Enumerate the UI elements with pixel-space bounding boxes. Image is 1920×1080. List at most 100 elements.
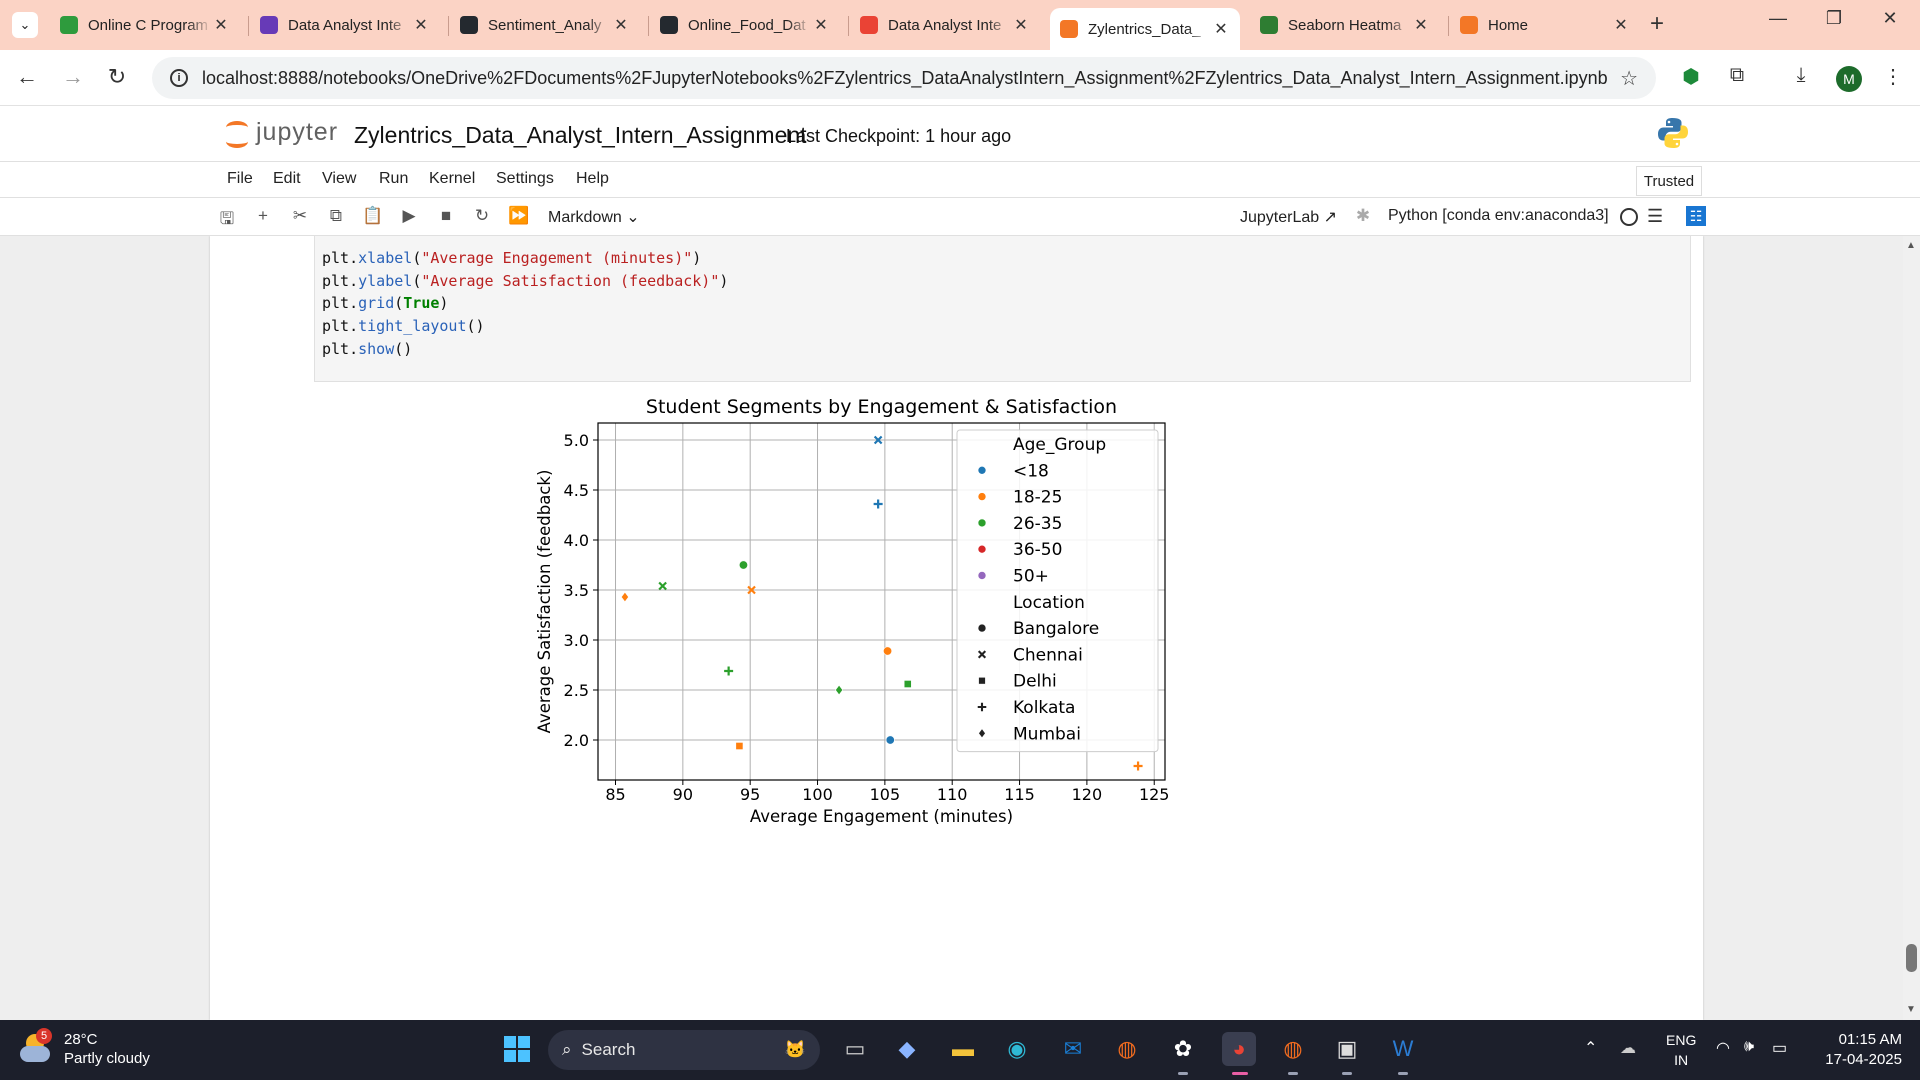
jupyter-logo[interactable]: jupyter — [224, 118, 338, 148]
forward-button[interactable]: → — [62, 64, 84, 89]
run-icon[interactable]: ▶ — [402, 206, 416, 225]
minimize-button[interactable]: — — [1769, 8, 1787, 28]
new-tab-button[interactable]: + — [1650, 10, 1665, 37]
tab-6[interactable]: Zylentrics_Data_ ✕ — [1050, 8, 1240, 50]
profile-avatar[interactable]: M — [1836, 66, 1862, 92]
onedrive-icon[interactable]: ☁ — [1620, 1040, 1636, 1057]
toc-menu-icon[interactable]: ☰ — [1647, 206, 1664, 226]
close-tab-icon[interactable]: ✕ — [1014, 17, 1028, 34]
reload-button[interactable]: ↻ — [107, 64, 127, 89]
tab-title: Online C Program — [88, 16, 209, 34]
paste-icon[interactable]: 📋 — [362, 206, 384, 225]
close-window-button[interactable]: ✕ — [1882, 8, 1898, 28]
legend-title-age-group: Age_Group — [1013, 435, 1106, 455]
add-cell-icon[interactable]: + — [258, 206, 268, 225]
tab-title: Data Analyst Inte — [888, 16, 1002, 34]
more-menu-icon[interactable]: ⋮ — [1883, 66, 1903, 88]
scrollbar-thumb[interactable] — [1906, 944, 1917, 972]
stop-icon[interactable]: ■ — [440, 206, 452, 225]
markdown-heading-partial: ▬▬ ▬▬▬▬▬ ▬▬▬▬▬▬▬▬▬▬▬ ▬ — [314, 1008, 874, 1020]
kernel-name[interactable]: Python [conda env:anaconda3] — [1388, 207, 1609, 224]
tray-overflow-icon[interactable]: ⌃ — [1584, 1040, 1598, 1057]
close-tab-icon[interactable]: ✕ — [1214, 21, 1228, 38]
menu-settings[interactable]: Settings — [496, 170, 554, 187]
tab-search-button[interactable]: ⌄ — [12, 12, 38, 38]
close-tab-icon[interactable]: ✕ — [214, 17, 228, 34]
chatgpt-icon[interactable]: ✿ — [1173, 1036, 1193, 1061]
chrome-icon[interactable]: ◕ — [1222, 1032, 1256, 1066]
tab-4[interactable]: Online_Food_Dat ✕ — [650, 8, 840, 42]
data-point — [885, 735, 895, 745]
language-indicator[interactable]: ENG IN — [1666, 1032, 1697, 1068]
word-icon[interactable]: W — [1392, 1036, 1414, 1061]
cell-type-select[interactable]: Markdown ⌄ — [548, 209, 640, 226]
scatter-chart: 85 90 95 100 105 110 115 120 125 2.0 2.5 3.0 3.5 4.0 4… — [310, 386, 1210, 1020]
tab-title: Data Analyst Inte — [288, 16, 402, 34]
scroll-down-icon[interactable]: ▼ — [1906, 1004, 1916, 1015]
address-bar[interactable]: i localhost:8888/notebooks/OneDrive%2FDo… — [152, 57, 1656, 99]
vertical-scrollbar[interactable]: ▲ ▼ — [1903, 236, 1920, 1020]
tab-3[interactable]: Sentiment_Analy ✕ — [450, 8, 640, 42]
tab-1[interactable]: Online C Program ✕ — [50, 8, 240, 42]
restart-icon[interactable]: ↻ — [474, 206, 490, 225]
jupyterlab-link[interactable]: JupyterLab ↗ — [1240, 209, 1338, 226]
github-icon — [660, 16, 678, 34]
close-tab-icon[interactable]: ✕ — [414, 17, 428, 34]
menu-view[interactable]: View — [322, 170, 357, 187]
tab-5[interactable]: Data Analyst Inte ✕ — [850, 8, 1040, 42]
legend-box — [956, 429, 1159, 753]
close-tab-icon[interactable]: ✕ — [614, 17, 628, 34]
trusted-indicator[interactable]: Trusted — [1636, 166, 1702, 196]
close-tab-icon[interactable]: ✕ — [814, 17, 828, 34]
menu-edit[interactable]: Edit — [273, 170, 301, 187]
close-tab-icon[interactable]: ✕ — [1414, 17, 1428, 34]
blender-icon-2[interactable]: ◍ — [1283, 1036, 1303, 1061]
task-view-icon[interactable]: ▭ — [844, 1036, 866, 1061]
search-highlight-icon: 🐱 — [784, 1040, 806, 1059]
menu-run[interactable]: Run — [379, 170, 409, 187]
tab-2[interactable]: Data Analyst Inte ✕ — [250, 8, 440, 42]
code-cell-source[interactable]: plt.xlabel("Average Engagement (minutes)… — [315, 236, 1690, 361]
run-all-icon[interactable]: ⏩ — [508, 206, 530, 225]
restore-button[interactable]: ❐ — [1825, 8, 1843, 28]
site-info-icon[interactable]: i — [170, 69, 188, 87]
outlook-icon[interactable]: ✉ — [1063, 1036, 1083, 1061]
tab-8[interactable]: Home ✕ — [1450, 8, 1640, 42]
windows-start-icon[interactable] — [500, 1032, 534, 1066]
bookmark-star-icon[interactable]: ☆ — [1620, 68, 1638, 90]
wifi-icon[interactable]: ◠ — [1716, 1040, 1730, 1057]
system-clock[interactable]: 01:15 AM 17-04-2025 — [1825, 1031, 1902, 1068]
x-axis-label: Average Engagement (minutes) — [750, 807, 1013, 826]
blender-icon[interactable]: ◍ — [1117, 1036, 1137, 1061]
copy-icon[interactable]: ⧉ — [329, 206, 343, 225]
file-explorer-icon[interactable]: ▬ — [952, 1036, 974, 1061]
tab-7[interactable]: Seaborn Heatma ✕ — [1250, 8, 1440, 42]
extension-icon[interactable]: ⬢ — [1682, 66, 1700, 88]
battery-icon[interactable]: ▭ — [1772, 1040, 1788, 1057]
terminal-icon[interactable]: ▣ — [1336, 1036, 1358, 1061]
back-button[interactable]: ← — [16, 64, 38, 89]
taskbar-search[interactable]: ⌕ Search 🐱 — [548, 1030, 820, 1070]
copilot-icon[interactable]: ◆ — [898, 1036, 916, 1061]
weather-widget[interactable]: 5 28°C Partly cloudy — [20, 1028, 150, 1068]
code-cell[interactable]: plt.xlabel("Average Engagement (minutes)… — [314, 236, 1691, 382]
legend-marker — [977, 466, 987, 475]
scroll-up-icon[interactable]: ▲ — [1906, 240, 1916, 251]
download-icon[interactable]: ⤓ — [1796, 64, 1806, 86]
tab-separator — [648, 16, 649, 36]
menu-file[interactable]: File — [227, 170, 253, 187]
save-icon[interactable]: 🖫 — [219, 209, 235, 228]
edge-icon[interactable]: ◉ — [1007, 1036, 1027, 1061]
debugger-icon[interactable]: ✱ — [1355, 206, 1371, 225]
menu-help[interactable]: Help — [576, 170, 609, 187]
cut-icon[interactable]: ✂ — [292, 206, 308, 225]
extensions-puzzle-icon[interactable]: ⧉ — [1729, 64, 1745, 86]
weather-desc: Partly cloudy — [64, 1050, 150, 1067]
legend-marker — [977, 650, 987, 659]
property-inspector-icon[interactable]: ☷ — [1686, 206, 1706, 226]
notebook-title[interactable]: Zylentrics_Data_Analyst_Intern_Assignmen… — [354, 122, 807, 148]
close-tab-icon[interactable]: ✕ — [1614, 17, 1628, 34]
volume-icon[interactable]: 🕪 — [1744, 1038, 1755, 1055]
x-tick-label: 100 — [802, 785, 833, 804]
menu-kernel[interactable]: Kernel — [429, 170, 476, 187]
